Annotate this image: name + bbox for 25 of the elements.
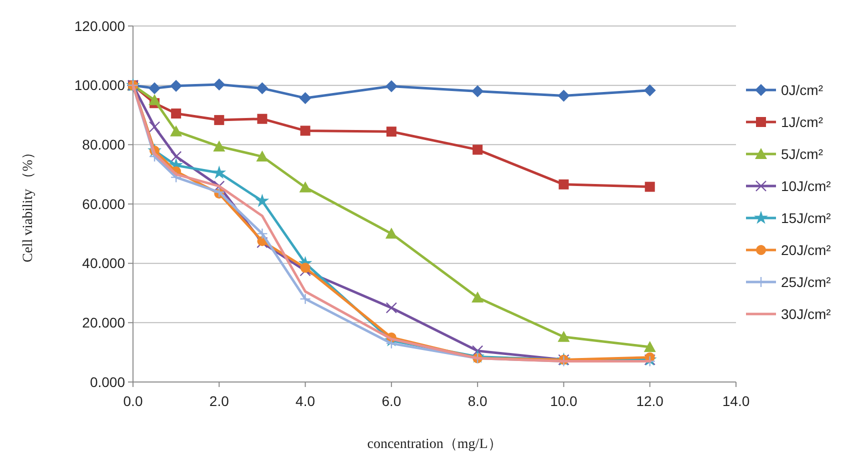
y-tick-label: 80.000	[82, 136, 126, 153]
y-axis-title: Cell viability （%）	[21, 146, 36, 262]
x-axis-title: concentration（mg/L）	[367, 437, 502, 452]
x-tick-label: 12.0	[636, 393, 664, 409]
y-tick-label: 20.000	[82, 314, 126, 331]
x-tick-label: 14.0	[722, 393, 750, 409]
x-tick-label: 0.0	[123, 393, 143, 409]
x-tick-label: 4.0	[296, 393, 316, 409]
legend-label: 0J/cm²	[781, 82, 824, 98]
x-tick-label: 6.0	[382, 393, 402, 409]
legend-label: 25J/cm²	[781, 274, 832, 290]
x-tick-label: 2.0	[209, 393, 230, 409]
x-tick-label: 10.0	[550, 393, 578, 409]
legend-label: 5J/cm²	[781, 146, 824, 162]
x-tick-label: 8.0	[468, 393, 488, 409]
y-tick-label: 0.000	[90, 374, 126, 390]
legend-label: 15J/cm²	[781, 210, 832, 226]
y-tick-label: 120.000	[74, 18, 126, 34]
legend-label: 30J/cm²	[781, 306, 832, 322]
y-tick-label: 60.000	[82, 196, 126, 212]
legend-label: 10J/cm²	[781, 178, 832, 194]
legend-label: 20J/cm²	[781, 242, 832, 258]
y-tick-label: 40.000	[82, 255, 126, 272]
y-tick-label: 100.000	[74, 77, 126, 94]
legend-label: 1J/cm²	[781, 114, 824, 130]
